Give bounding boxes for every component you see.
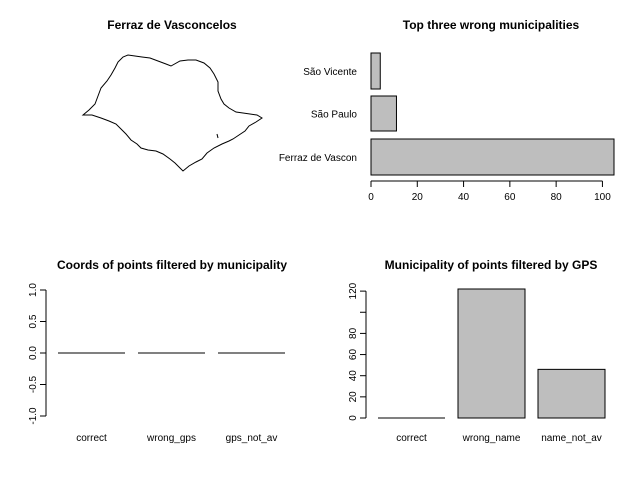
x-tick-label-0: 0: [368, 192, 374, 203]
wrong-municipalities-category-labels: São Vicente São Paulo Ferraz de Vascon: [279, 67, 358, 164]
y-tick-label-0: -1.0: [28, 407, 39, 425]
gps-filtered-bars: [378, 288, 606, 419]
y-tick-label-1: 20: [348, 391, 359, 403]
y-tick-label-3: 60: [348, 349, 359, 361]
gps-filtered-category-labels: correct wrong_name name_not_av: [396, 433, 602, 444]
x-tick-label-5: 100: [594, 192, 611, 203]
category-label-1: wrong_name: [462, 433, 521, 444]
bar-2: [370, 138, 615, 176]
y-tick-label-4: 1.0: [28, 283, 39, 297]
coords-filtered-title: Coords of points filtered by municipalit…: [57, 258, 287, 272]
category-label-1: wrong_gps: [146, 433, 196, 444]
gps-filtered-title: Municipality of points filtered by GPS: [385, 258, 598, 272]
gps-filtered-y-axis: 0 20 40 60 80 120: [348, 282, 367, 421]
map-coastal-island: [216, 133, 219, 139]
bar-1: [370, 95, 397, 132]
wrong-municipalities-title: Top three wrong municipalities: [403, 18, 580, 32]
map-title: Ferraz de Vasconcelos: [107, 18, 237, 32]
y-tick-label-1: -0.5: [28, 375, 39, 393]
bar-1: [457, 288, 526, 419]
coords-filtered-y-axis: -1.0 -0.5 0.0 0.5 1.0: [28, 283, 47, 425]
y-tick-label-0: 0: [348, 415, 359, 421]
gps-filtered-panel: Municipality of points filtered by GPS c…: [348, 258, 606, 444]
coords-filtered-category-labels: correct wrong_gps gps_not_av: [76, 433, 277, 444]
sao-paulo-state-outline: [81, 54, 263, 172]
wrong-municipalities-bars: [370, 52, 615, 176]
category-label-1: São Paulo: [311, 110, 358, 121]
y-tick-label-3: 0.5: [28, 314, 39, 328]
bar-0: [370, 52, 381, 90]
y-tick-label-2: 0.0: [28, 346, 39, 360]
category-label-2: Ferraz de Vascon: [279, 153, 357, 164]
bar-2: [537, 368, 606, 419]
map-panel: Ferraz de Vasconcelos: [81, 18, 263, 172]
category-label-0: São Vicente: [303, 67, 357, 78]
category-label-2: name_not_av: [541, 433, 602, 444]
x-tick-label-1: 20: [412, 192, 424, 203]
coords-filtered-panel: Coords of points filtered by municipalit…: [28, 258, 287, 444]
wrong-municipalities-panel: Top three wrong municipalities São Vicen…: [279, 18, 615, 203]
x-tick-label-3: 60: [504, 192, 516, 203]
wrong-municipalities-x-axis: 0 20 40 60 80 100: [368, 180, 611, 203]
y-tick-label-4: 80: [348, 327, 359, 339]
x-tick-label-4: 80: [551, 192, 563, 203]
x-tick-label-2: 40: [458, 192, 470, 203]
y-tick-label-5: 120: [348, 282, 359, 299]
category-label-2: gps_not_av: [226, 433, 278, 444]
y-tick-label-2: 40: [348, 370, 359, 382]
category-label-0: correct: [396, 433, 427, 444]
category-label-0: correct: [76, 433, 107, 444]
